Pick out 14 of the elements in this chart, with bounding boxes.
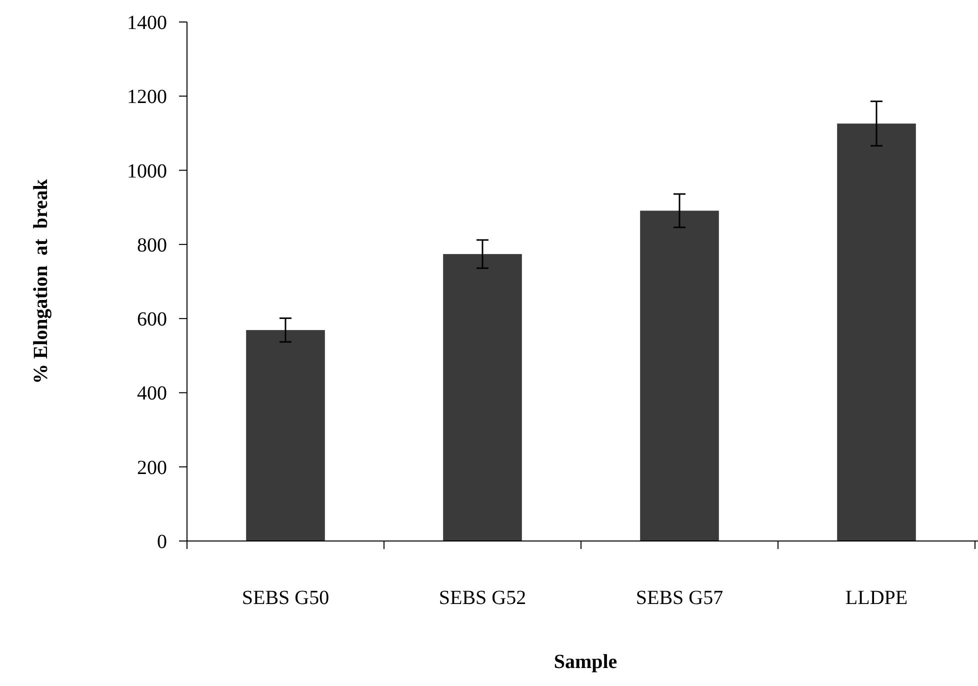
y-tick-label: 1000 [127,160,167,182]
x-tick-label: SEBS G50 [242,587,330,609]
y-tick-label: 0 [157,531,167,553]
x-tick-label: SEBS G52 [438,587,526,609]
x-axis-title: Sample [554,651,618,673]
y-tick-label: 800 [137,234,167,256]
x-tick-label: LLDPE [845,587,908,609]
y-tick-label: 400 [137,382,167,405]
y-axis-title: % Elongation at break [30,178,52,384]
y-tick-label: 600 [137,308,167,331]
x-tick-label: SEBS G57 [636,587,724,609]
y-tick-label: 200 [137,456,167,479]
y-tick-label: 1200 [127,86,167,108]
y-tick-label: 1400 [127,12,167,34]
